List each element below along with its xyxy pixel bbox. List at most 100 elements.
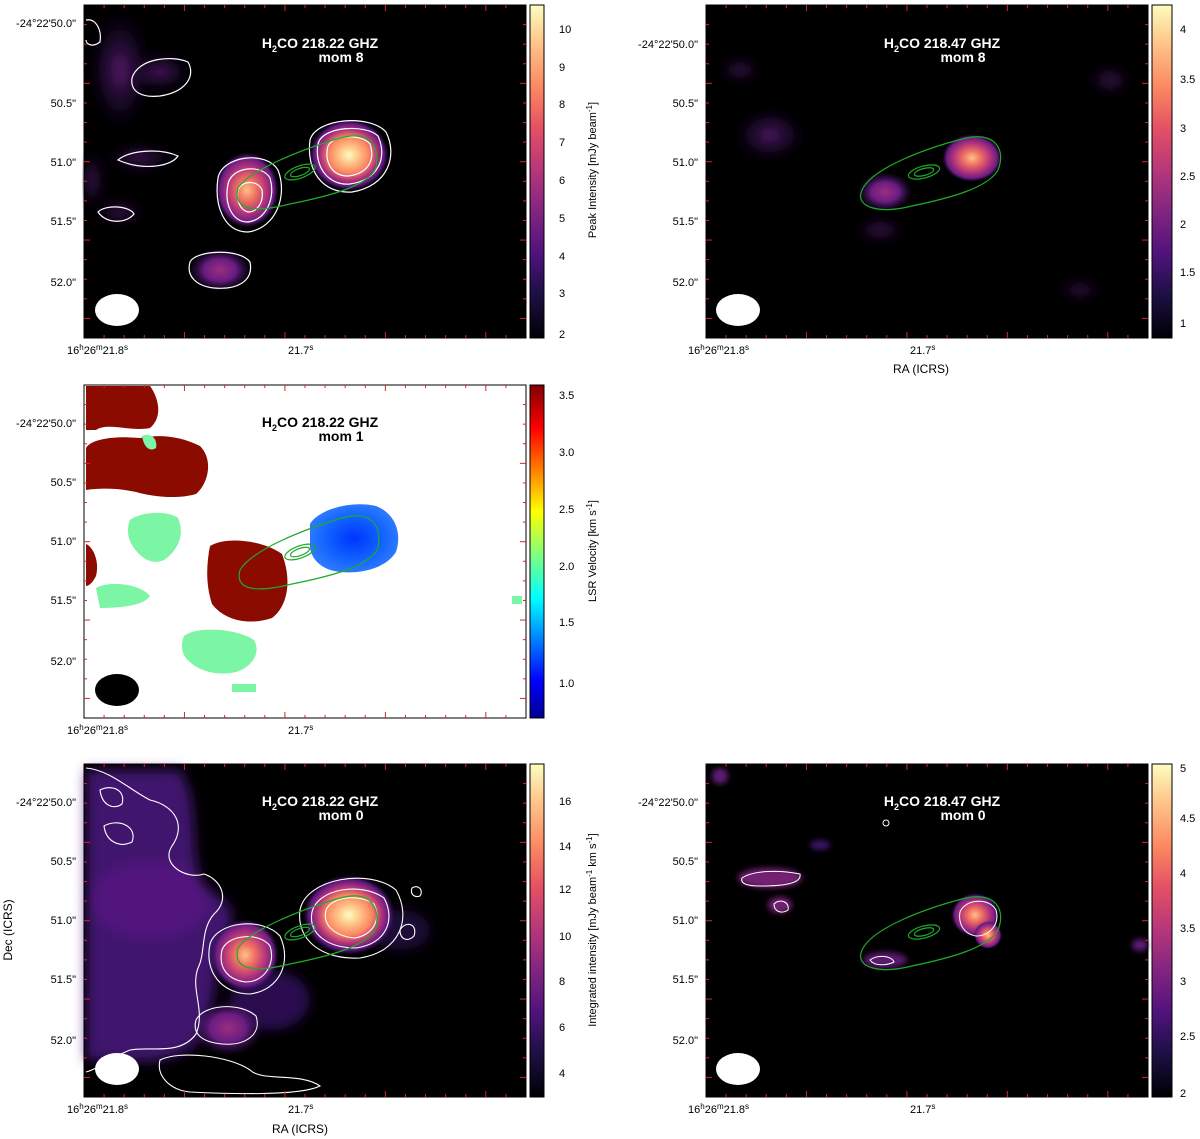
p5-dec-tick-3: 51.5" [673,974,698,986]
panel-frame-ticks-4 [84,764,526,1097]
p4-cbar-label: Integrated intensity [mJy beam-1 km s-1] [585,833,599,1026]
p3-dec-tick-3: 51.5" [51,595,76,607]
p1-colorbar [529,4,545,339]
p2-cbar-tick-6: 1 [1180,318,1186,330]
p5-cbar-tick-1: 4.5 [1180,813,1195,825]
p3-cbar-tick-3: 2.0 [559,561,574,573]
p1-dec-tick-2: 51.0" [51,157,76,169]
p3-dec-tick-1: 50.5" [51,477,76,489]
p1-cbar-tick-labels: 10 9 8 7 6 5 4 3 2 [559,24,571,341]
p5-cbar-tick-5: 2.5 [1180,1031,1195,1043]
p1-cbar-tick-5: 5 [559,213,565,225]
p4-green-contours [236,895,378,970]
p3-cbar-label: LSR Velocity [km s-1] [585,500,599,602]
p1-cbar-tick-4: 6 [559,175,565,187]
p3-ra-tick-0: 16h26m21.8s [67,723,128,737]
p3-ra-tick-labels: 16h26m21.8s 21.7s [67,723,313,737]
p4-cbar-tick-1: 14 [559,841,571,853]
p4-cbar-tick-5: 6 [559,1022,565,1034]
panel-p3: H2CO 218.22 GHZ mom 1 -24°22'50.0" 50.5"… [16,384,599,737]
p4-colorbar [529,763,545,1098]
p1-emission [82,10,389,292]
p2-cbar-tick-2: 3 [1180,123,1186,135]
panel-frame-ticks-3 [84,385,526,718]
p1-ra-tick-1: 21.7s [288,343,313,357]
p2-dec-tick-labels: -24°22'50.0" 50.5" 51.0" 51.5" 52.0" [638,39,698,289]
p2-emission [720,60,1130,298]
p5-beam [716,1053,760,1085]
p4-dec-tick-1: 50.5" [51,856,76,868]
p5-cbar-tick-6: 2 [1180,1088,1186,1100]
p1-map-background [84,5,526,338]
p3-dec-tick-4: 52.0" [51,656,76,668]
p5-ra-tick-labels: 16h26m21.8s 21.7s [688,1102,935,1116]
panel-frame-ticks-2 [706,5,1148,338]
p3-cbar-tick-1: 3.0 [559,447,574,459]
p4-ylabel: Dec (ICRS) [1,899,15,960]
p2-green-contours [859,136,1002,211]
p2-cbar-tick-4: 2 [1180,219,1186,231]
p3-green-contours [238,515,380,590]
p2-cbar-tick-labels: 4 3.5 3 2.5 2 1.5 1 [1180,24,1195,330]
p5-dec-tick-labels: -24°22'50.0" 50.5" 51.0" 51.5" 52.0" [638,797,698,1047]
p1-title-line2: mom 8 [318,49,363,65]
panel-p1: H2CO 218.22 GHZ mom 8 -24°22'50.0" 50.5"… [16,4,599,357]
p3-cbar-tick-5: 1.0 [559,678,574,690]
p5-cbar-tick-0: 5 [1180,763,1186,775]
p1-dec-tick-3: 51.5" [51,216,76,228]
p4-dec-tick-4: 52.0" [51,1035,76,1047]
p5-cbar-tick-4: 3 [1180,976,1186,988]
p1-title-line1: H2CO 218.22 GHZ [262,35,379,54]
p5-dec-tick-0: -24°22'50.0" [638,797,698,809]
panel-p5: H2CO 218.47 GHZ mom 0 -24°22'50.0" 50.5"… [638,763,1195,1116]
p5-dec-tick-4: 52.0" [673,1035,698,1047]
p1-ra-tick-0: 16h26m21.8s [67,343,128,357]
p2-ra-tick-labels: 16h26m21.8s 21.7s [688,343,935,357]
p4-white-contours [85,767,422,1095]
p4-cbar-tick-2: 12 [559,884,571,896]
p3-dec-tick-0: -24°22'50.0" [16,418,76,430]
p2-colorbar [1151,4,1173,339]
p4-beam [95,1053,139,1085]
p3-dec-tick-2: 51.0" [51,536,76,548]
p1-cbar-label: Peak Intensity [mJy beam-1] [585,102,599,238]
p3-cbar-tick-2: 2.5 [559,504,574,516]
p1-dec-tick-1: 50.5" [51,98,76,110]
p4-cbar-tick-4: 8 [559,976,565,988]
p2-beam [716,294,760,326]
p2-ra-tick-1: 21.7s [910,343,935,357]
p2-xlabel: RA (ICRS) [893,362,949,376]
p5-colorbar [1151,763,1173,1098]
p5-ra-tick-0: 16h26m21.8s [688,1102,749,1116]
p3-ra-tick-1: 21.7s [288,723,313,737]
p5-cbar-tick-labels: 5 4.5 4 3.5 3 2.5 2 [1180,763,1195,1100]
p2-dec-tick-1: 50.5" [673,98,698,110]
p4-dec-tick-3: 51.5" [51,974,76,986]
p2-cbar-tick-3: 2.5 [1180,171,1195,183]
p4-dec-tick-2: 51.0" [51,915,76,927]
p1-cbar-tick-0: 10 [559,24,571,36]
p5-green-contours [859,896,1002,971]
p4-ra-tick-1: 21.7s [288,1102,313,1116]
p1-white-contours [85,19,392,289]
p3-colorbar [529,384,545,719]
p1-cbar-tick-7: 3 [559,288,565,300]
p2-cbar-tick-5: 1.5 [1180,267,1195,279]
p3-dec-tick-labels: -24°22'50.0" 50.5" 51.0" 51.5" 52.0" [16,418,76,668]
p2-ra-tick-0: 16h26m21.8s [688,343,749,357]
p4-dec-tick-labels: -24°22'50.0" 50.5" 51.0" 51.5" 52.0" [16,797,76,1047]
p3-beam [95,674,139,706]
panel-p4: H2CO 218.22 GHZ mom 0 -24°22'50.0" 50.5"… [1,763,599,1136]
p5-emission [712,768,1148,968]
p2-dec-tick-2: 51.0" [673,157,698,169]
p4-title-line2: mom 0 [318,807,363,823]
p3-cbar-tick-0: 3.5 [559,390,574,402]
p1-cbar-tick-1: 9 [559,62,565,74]
panel-frame-ticks-1 [84,5,526,338]
p4-ra-tick-labels: 16h26m21.8s 21.7s [67,1102,313,1116]
panel-p2: H2CO 218.47 GHZ mom 8 -24°22'50.0" 50.5"… [638,4,1195,376]
p4-cbar-tick-labels: 16 14 12 10 8 6 4 [559,796,571,1080]
p3-cbar-tick-4: 1.5 [559,617,574,629]
p2-title-line1: H2CO 218.47 GHZ [884,35,1001,54]
